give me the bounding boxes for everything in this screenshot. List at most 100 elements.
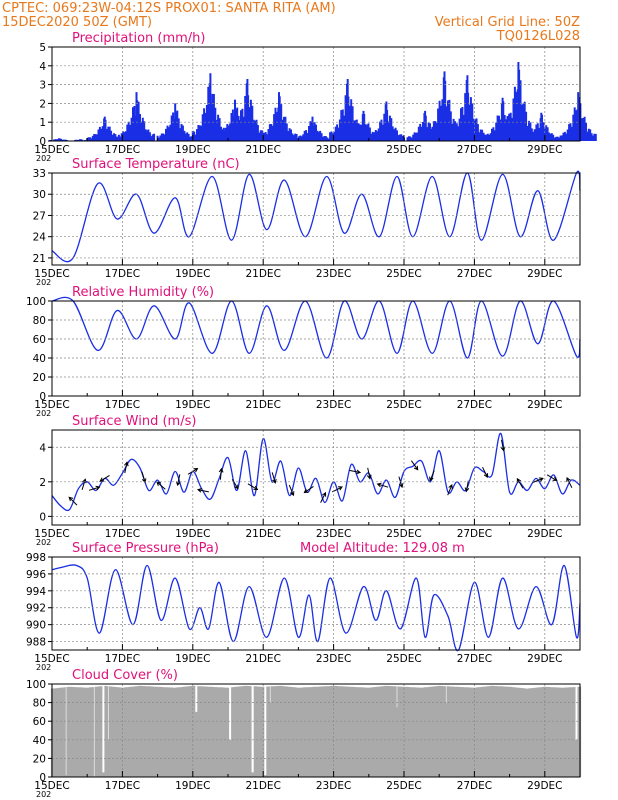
ytick-label-pressure: 988 — [26, 637, 46, 649]
ytick-label-pressure: 994 — [26, 586, 46, 598]
ytick-label-pressure: 992 — [26, 603, 46, 615]
wind-arrow — [429, 470, 435, 482]
ytick-label-cloud: 20 — [33, 753, 46, 765]
wind-arrow — [303, 485, 314, 494]
xtick-label-wind: 23DEC — [316, 528, 351, 540]
xtick-label-rh: 17DEC — [105, 399, 140, 411]
xtick-label-wind: 27DEC — [457, 528, 492, 540]
panel-cloud: Cloud Cover (%) 0 20 40 60 80 100 15DEC 17DEC 19D… — [26, 668, 582, 799]
ytick-label-cloud: 40 — [33, 735, 46, 747]
wind-arrow — [566, 476, 573, 489]
xtick-label-temp: 19DEC — [175, 268, 210, 280]
xtick-label-temp: 15DEC — [34, 268, 69, 280]
wind-arrow — [447, 484, 453, 496]
header-station: CPTEC: 069:23W-04:12S PROX01: SANTA RITA… — [2, 1, 336, 16]
xtick-label-temp: 27DEC — [457, 268, 492, 280]
series-wind — [51, 432, 581, 512]
wind-arrow — [124, 461, 129, 474]
frame-precip — [51, 46, 581, 142]
wind-arrow — [88, 485, 101, 491]
wind-arrow — [546, 474, 558, 482]
year-label-wind: 202 — [36, 538, 51, 547]
ytick-label-rh: 80 — [33, 315, 46, 327]
wind-arrow — [247, 483, 259, 491]
ytick-label-temp: 30 — [33, 189, 46, 201]
xtick-label-pressure: 21DEC — [245, 653, 280, 665]
xtick-label-temp: 29DEC — [527, 268, 562, 280]
xtick-label-rh: 29DEC — [527, 399, 562, 411]
year-label-pressure: 202 — [36, 663, 51, 672]
ytick-label-cloud: 80 — [33, 698, 46, 710]
ytick-label-rh: 100 — [26, 296, 46, 308]
ytick-label-temp: 21 — [33, 253, 46, 265]
ytick-label-rh: 0 — [39, 391, 46, 403]
wind-arrow — [532, 477, 544, 483]
panel-title-temp: Surface Temperature (nC) — [72, 157, 240, 172]
ytick-label-temp: 33 — [33, 168, 46, 180]
xtick-label-temp: 17DEC — [105, 268, 140, 280]
ytick-label-rh: 60 — [33, 334, 46, 346]
xtick-label-temp: 21DEC — [245, 268, 280, 280]
wind-arrow — [464, 480, 470, 493]
xtick-label-precip: 15DEC — [34, 144, 69, 156]
panel-rh: Relative Humidity (%) 0 20 40 60 80 100 15DEC 17… — [26, 285, 581, 418]
series-cloud — [50, 685, 582, 777]
xtick-label-precip: 29DEC — [527, 144, 562, 156]
ytick-label-precip: 3 — [39, 80, 46, 92]
grid-wind — [51, 430, 580, 525]
xtick-label-precip: 19DEC — [175, 144, 210, 156]
wind-arrow — [81, 478, 87, 490]
xtick-label-pressure: 27DEC — [457, 653, 492, 665]
year-label-precip: 202 — [36, 154, 51, 163]
ytick-label-pressure: 990 — [26, 620, 46, 632]
panel-title-cloud: Cloud Cover (%) — [72, 668, 178, 683]
ytick-label-cloud: 0 — [39, 772, 46, 784]
xtick-label-rh: 23DEC — [316, 399, 351, 411]
series-precip — [48, 62, 597, 141]
header: CPTEC: 069:23W-04:12S PROX01: SANTA RITA… — [2, 1, 580, 44]
wind-arrow — [68, 496, 78, 506]
wind-arrow — [231, 478, 239, 490]
year-label-temp: 202 — [36, 278, 51, 287]
ytick-label-temp: 27 — [33, 210, 46, 222]
ytick-label-pressure: 998 — [26, 552, 46, 564]
xtick-label-pressure: 25DEC — [386, 653, 421, 665]
ytick-label-wind: 2 — [39, 477, 46, 489]
xtick-label-wind: 19DEC — [175, 528, 210, 540]
xtick-label-precip: 23DEC — [316, 144, 351, 156]
wind-arrow — [141, 471, 147, 484]
wind-arrow — [271, 472, 277, 484]
panel-title-precip: Precipitation (mm/h) — [72, 31, 205, 46]
ytick-label-precip: 5 — [39, 42, 46, 54]
xtick-label-temp: 23DEC — [316, 268, 351, 280]
xtick-label-precip: 25DEC — [386, 144, 421, 156]
xtick-label-cloud: 27DEC — [457, 780, 492, 792]
xtick-label-wind: 15DEC — [34, 528, 69, 540]
xtick-label-cloud: 25DEC — [386, 780, 421, 792]
ytick-label-cloud: 100 — [26, 679, 46, 691]
header-grid-note: Vertical Grid Line: 50Z — [435, 15, 580, 30]
frame-temp — [51, 172, 581, 266]
xtick-label-rh: 27DEC — [457, 399, 492, 411]
ytick-label-temp: 24 — [33, 232, 47, 244]
line-rh — [51, 296, 581, 359]
ytick-label-wind: 0 — [39, 511, 46, 523]
series-rh — [51, 296, 581, 359]
xtick-label-wind: 21DEC — [245, 528, 280, 540]
wind-arrow — [288, 484, 295, 497]
xtick-label-cloud: 21DEC — [245, 780, 280, 792]
ytick-label-pressure: 996 — [26, 569, 46, 581]
ytick-label-wind: 4 — [39, 442, 46, 454]
panel-wind: Surface Wind (m/s) 0 2 4 15DEC 17DEC 19DEC 21DE… — [34, 414, 581, 547]
frame-rh — [51, 300, 581, 397]
xtick-label-pressure: 19DEC — [175, 653, 210, 665]
wind-arrow — [175, 474, 181, 487]
xtick-label-cloud: 19DEC — [175, 780, 210, 792]
frame-cloud — [51, 683, 581, 778]
precip-bars — [48, 62, 597, 141]
header-date: 15DEC2020 50Z (GMT) — [2, 15, 152, 30]
xtick-label-rh: 15DEC — [34, 399, 69, 411]
ytick-label-rh: 40 — [33, 353, 46, 365]
wind-arrow — [99, 474, 110, 482]
